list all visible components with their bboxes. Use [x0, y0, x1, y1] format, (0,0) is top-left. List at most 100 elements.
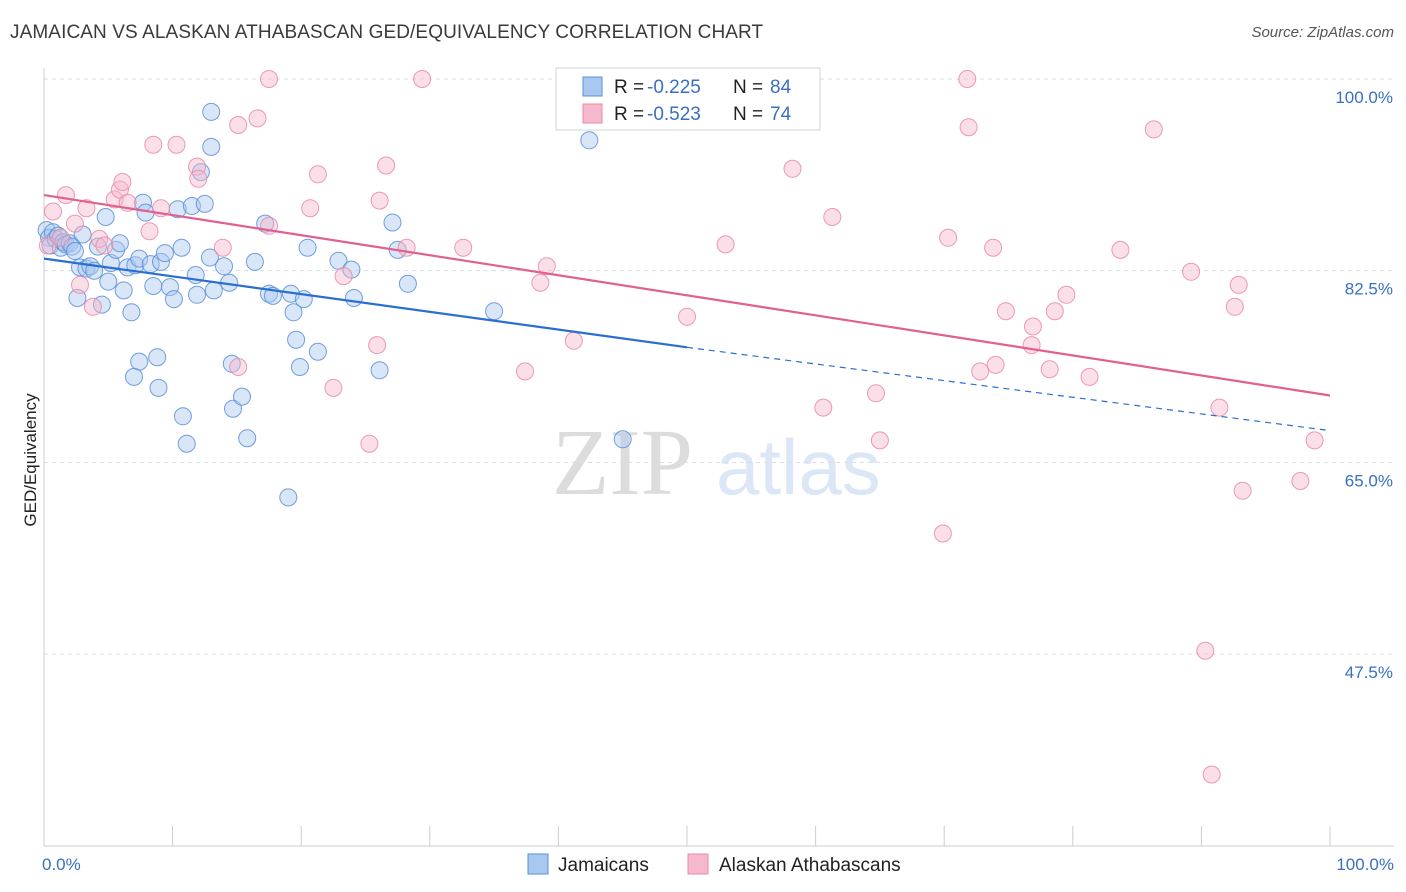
y-tick-labels: 47.5% 65.0% 82.5% 100.0% — [1335, 88, 1393, 682]
legend-r-value-jamaicans: -0.225 — [647, 77, 701, 98]
y-tick-label-2: 82.5% — [1345, 280, 1393, 299]
alaskan-athabascans-point-70 — [1233, 481, 1252, 500]
alaskan-athabascans-point-6 — [77, 199, 96, 218]
jamaicans-point-54 — [202, 102, 221, 121]
jamaicans-point-48 — [188, 285, 206, 304]
alaskan-athabascans-point-71 — [1291, 472, 1310, 490]
jamaicans-point-27 — [122, 303, 141, 322]
legend-n-label-jamaicans: N = — [733, 77, 763, 98]
legend-r-value-alaskan-athabascans: -0.523 — [647, 104, 701, 125]
watermark: ZIP atlas — [552, 411, 881, 515]
jamaicans-point-79 — [279, 488, 298, 507]
jamaicans-point-66 — [284, 303, 303, 322]
alaskan-athabascans-point-57 — [1023, 317, 1042, 336]
trend-line-alaskan-athabascans — [43, 194, 1331, 397]
alaskan-athabascans-point-15 — [144, 135, 163, 154]
jamaicans-point-52 — [204, 281, 223, 300]
alaskan-athabascans-point-1 — [44, 202, 62, 221]
alaskan-athabascans-point-27 — [308, 165, 327, 184]
y-axis-label: GED/Equivalency — [21, 393, 40, 527]
series-legend: Jamaicans Alaskan Athabascans — [527, 853, 901, 876]
stats-legend: R = -0.225 N = 84 R = -0.523 N = 74 — [555, 67, 821, 131]
jamaicans-point-41 — [164, 290, 183, 309]
alaskan-athabascans-point-5 — [71, 275, 89, 294]
alaskan-athabascans-point-63 — [1144, 120, 1163, 139]
jamaicans-point-71 — [308, 342, 327, 361]
alaskan-athabascans-point-38 — [531, 273, 550, 292]
alaskan-athabascans-point-20 — [213, 238, 232, 257]
jamaicans-point-58 — [224, 399, 242, 418]
alaskan-athabascans-point-7 — [83, 297, 102, 316]
jamaicans-point-81 — [580, 131, 599, 150]
alaskan-athabascans-point-42 — [716, 235, 735, 254]
alaskan-athabascans-point-19 — [189, 169, 208, 188]
alaskan-athabascans-point-50 — [958, 70, 977, 88]
alaskan-athabascans-point-45 — [823, 208, 842, 226]
alaskan-athabascans-point-26 — [301, 199, 320, 218]
alaskan-athabascans-point-46 — [867, 384, 885, 403]
x-tick-label-min: 0.0% — [42, 855, 81, 874]
legend-swatch-jamaicans — [582, 76, 603, 97]
alaskan-athabascans-point-67 — [1210, 398, 1229, 417]
jamaicans-point-20 — [96, 208, 115, 226]
alaskan-athabascans-point-32 — [370, 191, 389, 210]
alaskan-athabascans-point-33 — [377, 156, 396, 175]
bottom-legend-label-alaskan-athabascans: Alaskan Athabascans — [719, 855, 901, 876]
jamaicans-point-35 — [144, 277, 163, 295]
jamaicans-point-18 — [89, 237, 107, 256]
jamaicans-point-43 — [172, 238, 191, 257]
x-ticks — [43, 826, 1331, 846]
jamaicans-point-82 — [613, 430, 632, 449]
legend-n-value-alaskan-athabascans: 74 — [770, 104, 792, 125]
jamaicans-point-37 — [149, 378, 168, 397]
alaskan-athabascans-point-66 — [1202, 765, 1221, 784]
alaskan-athabascans-point-12 — [113, 173, 132, 191]
alaskan-athabascans-point-55 — [996, 302, 1015, 321]
alaskan-athabascans-point-40 — [564, 331, 583, 350]
legend-r-label-alaskan-athabascans: R = — [614, 104, 644, 125]
chart-title: JAMAICAN VS ALASKAN ATHABASCAN GED/EQUIV… — [10, 22, 764, 43]
alaskan-athabascans-point-30 — [360, 434, 379, 453]
jamaicans-point-76 — [383, 213, 402, 232]
alaskan-athabascans-point-47 — [870, 431, 889, 450]
trend-line-jamaicans — [43, 257, 688, 349]
alaskan-athabascans-point-69 — [1229, 275, 1248, 294]
watermark-atlas: atlas — [716, 423, 881, 511]
alaskan-athabascans-point-37 — [516, 362, 534, 381]
jamaicans-point-67 — [287, 330, 306, 349]
jamaicans-point-55 — [215, 257, 233, 276]
chart-source: Source: ZipAtlas.com — [1251, 24, 1394, 41]
alaskan-athabascans-point-53 — [984, 238, 1003, 257]
jamaicans-point-29 — [130, 249, 149, 268]
jamaicans-point-50 — [195, 194, 214, 213]
jamaicans-point-31 — [125, 367, 143, 386]
jamaicans-point-36 — [148, 348, 167, 367]
alaskan-athabascans-point-31 — [368, 336, 387, 355]
jamaicans-point-30 — [130, 352, 149, 371]
alaskan-athabascans-point-51 — [959, 118, 978, 137]
y-tick-label-3: 100.0% — [1335, 88, 1393, 107]
alaskan-athabascans-point-11 — [110, 180, 129, 199]
alaskan-athabascans-point-59 — [1045, 302, 1064, 321]
alaskan-athabascans-point-58 — [1040, 360, 1059, 379]
alaskan-athabascans-point-9 — [95, 236, 114, 255]
jamaicans-point-51 — [200, 248, 219, 267]
y-tick-label-0: 47.5% — [1345, 663, 1393, 682]
alaskan-athabascans-point-65 — [1196, 641, 1215, 660]
alaskan-athabascans-point-35 — [413, 70, 432, 88]
legend-swatch-alaskan-athabascans — [582, 103, 603, 124]
alaskan-athabascans-point-23 — [248, 109, 267, 128]
jamaicans-point-11 — [65, 242, 84, 260]
alaskan-athabascans-point-62 — [1111, 240, 1130, 259]
alaskan-athabascans-point-29 — [334, 267, 353, 286]
alaskan-athabascans-point-60 — [1057, 285, 1076, 304]
trend-line-jamaicans-extrapolated — [686, 346, 1331, 432]
series-alaskan-athabascans-points — [38, 70, 1324, 784]
jamaicans-point-25 — [114, 281, 133, 300]
alaskan-athabascans-point-68 — [1225, 297, 1244, 316]
y-tick-label-1: 65.0% — [1345, 471, 1393, 490]
alaskan-athabascans-point-17 — [167, 135, 186, 154]
jamaicans-point-45 — [177, 434, 196, 453]
alaskan-athabascans-point-72 — [1305, 431, 1324, 450]
